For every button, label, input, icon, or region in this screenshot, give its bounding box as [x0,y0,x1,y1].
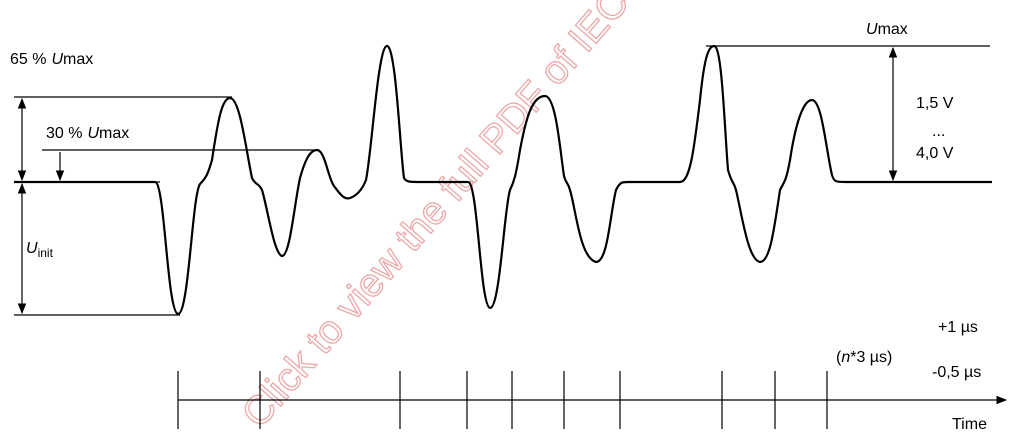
label-voltage-high: 4,0 V [916,145,954,162]
time-axis-label: Time [952,416,987,433]
label-period: (n*3 µs) [836,349,892,366]
label-tolerance-minus: -0,5 µs [932,364,981,381]
label-voltage-dots: ... [932,123,945,140]
label-30pct-umax: 30 % Umax [46,125,129,142]
label-umax: Umax [866,21,908,38]
watermark-text: Click to view the full PDF of IEC 62 [234,0,674,434]
signal-waveform [14,44,992,316]
label-65pct-umax: 65 % Umax [10,51,93,68]
label-uinit: Uinit [26,240,54,260]
label-voltage-low: 1,5 V [916,95,954,112]
label-tolerance-plus: +1 µs [938,319,978,336]
